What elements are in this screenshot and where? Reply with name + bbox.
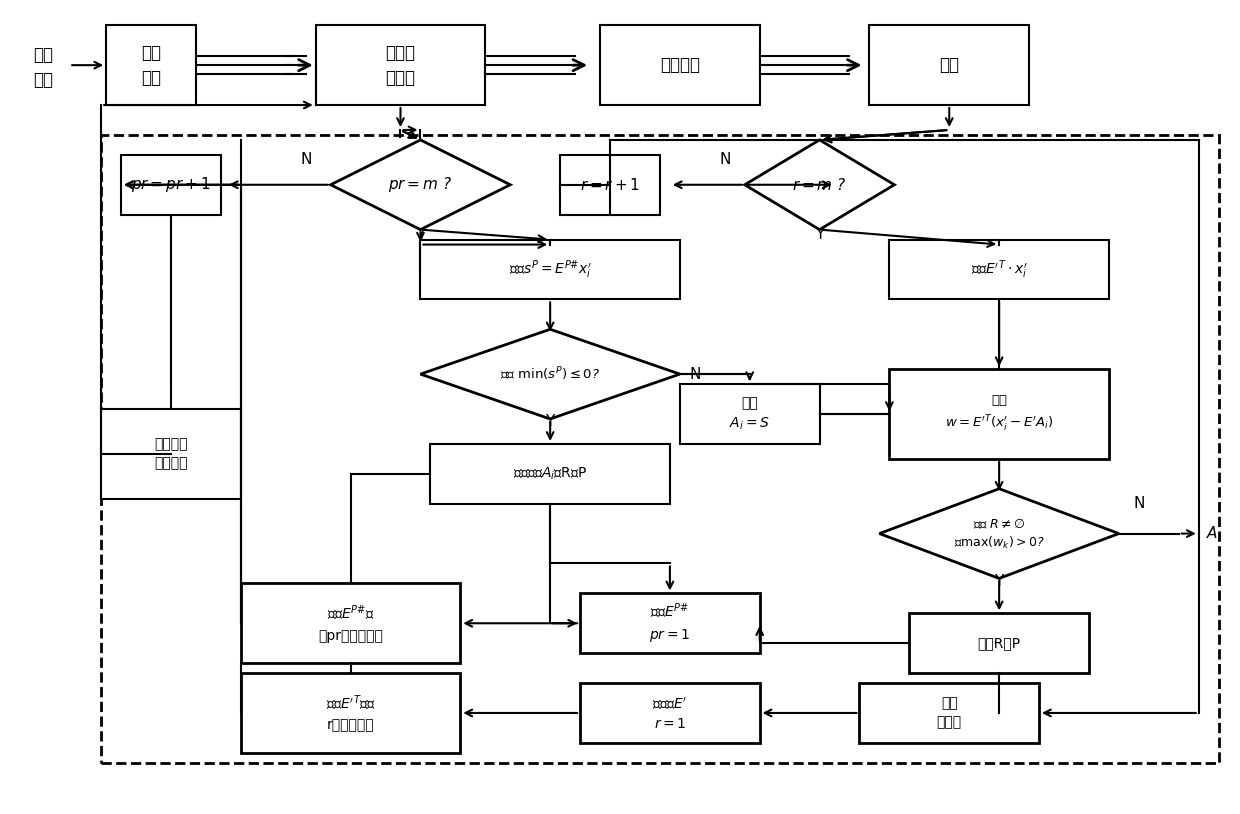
Bar	[680, 384, 820, 444]
Polygon shape	[331, 140, 510, 230]
Text: 场景: 场景	[33, 71, 53, 89]
Text: 如果 $R \neq \varnothing$
且$\max(w_k) > 0$?: 如果 $R \neq \varnothing$ 且$\max(w_k) > 0$…	[954, 517, 1044, 550]
Bar	[420, 239, 680, 300]
Bar	[580, 683, 760, 743]
Bar	[241, 673, 460, 753]
Polygon shape	[879, 488, 1118, 579]
Text: 获取$s^P = E^{P\#}x_i'$: 获取$s^P = E^{P\#}x_i'$	[508, 258, 591, 281]
Text: 如果 $\min(s^P) \leq 0$?: 如果 $\min(s^P) \leq 0$?	[500, 365, 600, 383]
Text: Y: Y	[815, 227, 825, 242]
Bar	[430, 444, 670, 504]
Text: 空间光
调制器: 空间光 调制器	[386, 44, 415, 86]
Bar	[600, 25, 760, 105]
Bar	[107, 25, 196, 105]
Text: 提取$E'^{T}$的第
r行系数矩阵: 提取$E'^{T}$的第 r行系数矩阵	[326, 694, 376, 733]
Text: 获取$E'^{T}\cdot x_i'$: 获取$E'^{T}\cdot x_i'$	[971, 258, 1028, 281]
Text: N: N	[719, 152, 730, 168]
Text: Y: Y	[415, 227, 425, 242]
Text: 反向合光: 反向合光	[660, 56, 699, 74]
Text: Y: Y	[546, 414, 554, 430]
Text: N: N	[300, 152, 311, 168]
Bar	[122, 155, 221, 215]
Text: 目标: 目标	[33, 46, 53, 64]
Bar	[859, 683, 1039, 743]
Text: 采集: 采集	[939, 56, 960, 74]
Bar	[889, 369, 1109, 459]
Text: 扩展为$E'$
$r = 1$: 扩展为$E'$ $r = 1$	[652, 695, 687, 731]
Bar	[560, 155, 660, 215]
Text: $pr = pr +1$: $pr = pr +1$	[131, 175, 211, 195]
Polygon shape	[745, 140, 894, 230]
Bar	[241, 584, 460, 663]
Text: N: N	[689, 366, 701, 382]
Text: 更新R、P: 更新R、P	[977, 637, 1021, 650]
Text: 更新
$A_i = S$: 更新 $A_i = S$	[729, 396, 770, 432]
Text: $r = r +1$: $r = r +1$	[580, 177, 640, 193]
Bar	[316, 25, 485, 105]
Text: $pr = m$ ?: $pr = m$ ?	[388, 175, 453, 195]
Text: N: N	[1133, 497, 1145, 511]
Text: 参考
光谱库: 参考 光谱库	[936, 696, 962, 729]
Bar	[889, 239, 1109, 300]
Bar	[869, 25, 1029, 105]
Text: Y: Y	[994, 574, 1003, 589]
Bar	[580, 593, 760, 653]
Text: 构成二维
控制信号: 构成二维 控制信号	[154, 437, 187, 470]
Bar	[909, 613, 1089, 673]
Text: 光谱
分光: 光谱 分光	[141, 44, 161, 86]
Text: 计算$E^{P\#}$
$pr = 1$: 计算$E^{P\#}$ $pr = 1$	[650, 602, 691, 645]
Text: 计算调整$A_i$、R、P: 计算调整$A_i$、R、P	[513, 466, 588, 482]
Text: 计算
$w = E'^{T}(x_i' - E'A_i)$: 计算 $w = E'^{T}(x_i' - E'A_i)$	[945, 394, 1053, 434]
Text: $A_i$: $A_i$	[1205, 524, 1221, 543]
Bar	[102, 409, 241, 499]
Polygon shape	[420, 330, 680, 419]
Text: 提取$E^{P\#}$的
第pr行系数矩阵: 提取$E^{P\#}$的 第pr行系数矩阵	[319, 604, 383, 643]
Bar	[102, 135, 1219, 763]
Text: $r = m$ ?: $r = m$ ?	[792, 177, 847, 193]
